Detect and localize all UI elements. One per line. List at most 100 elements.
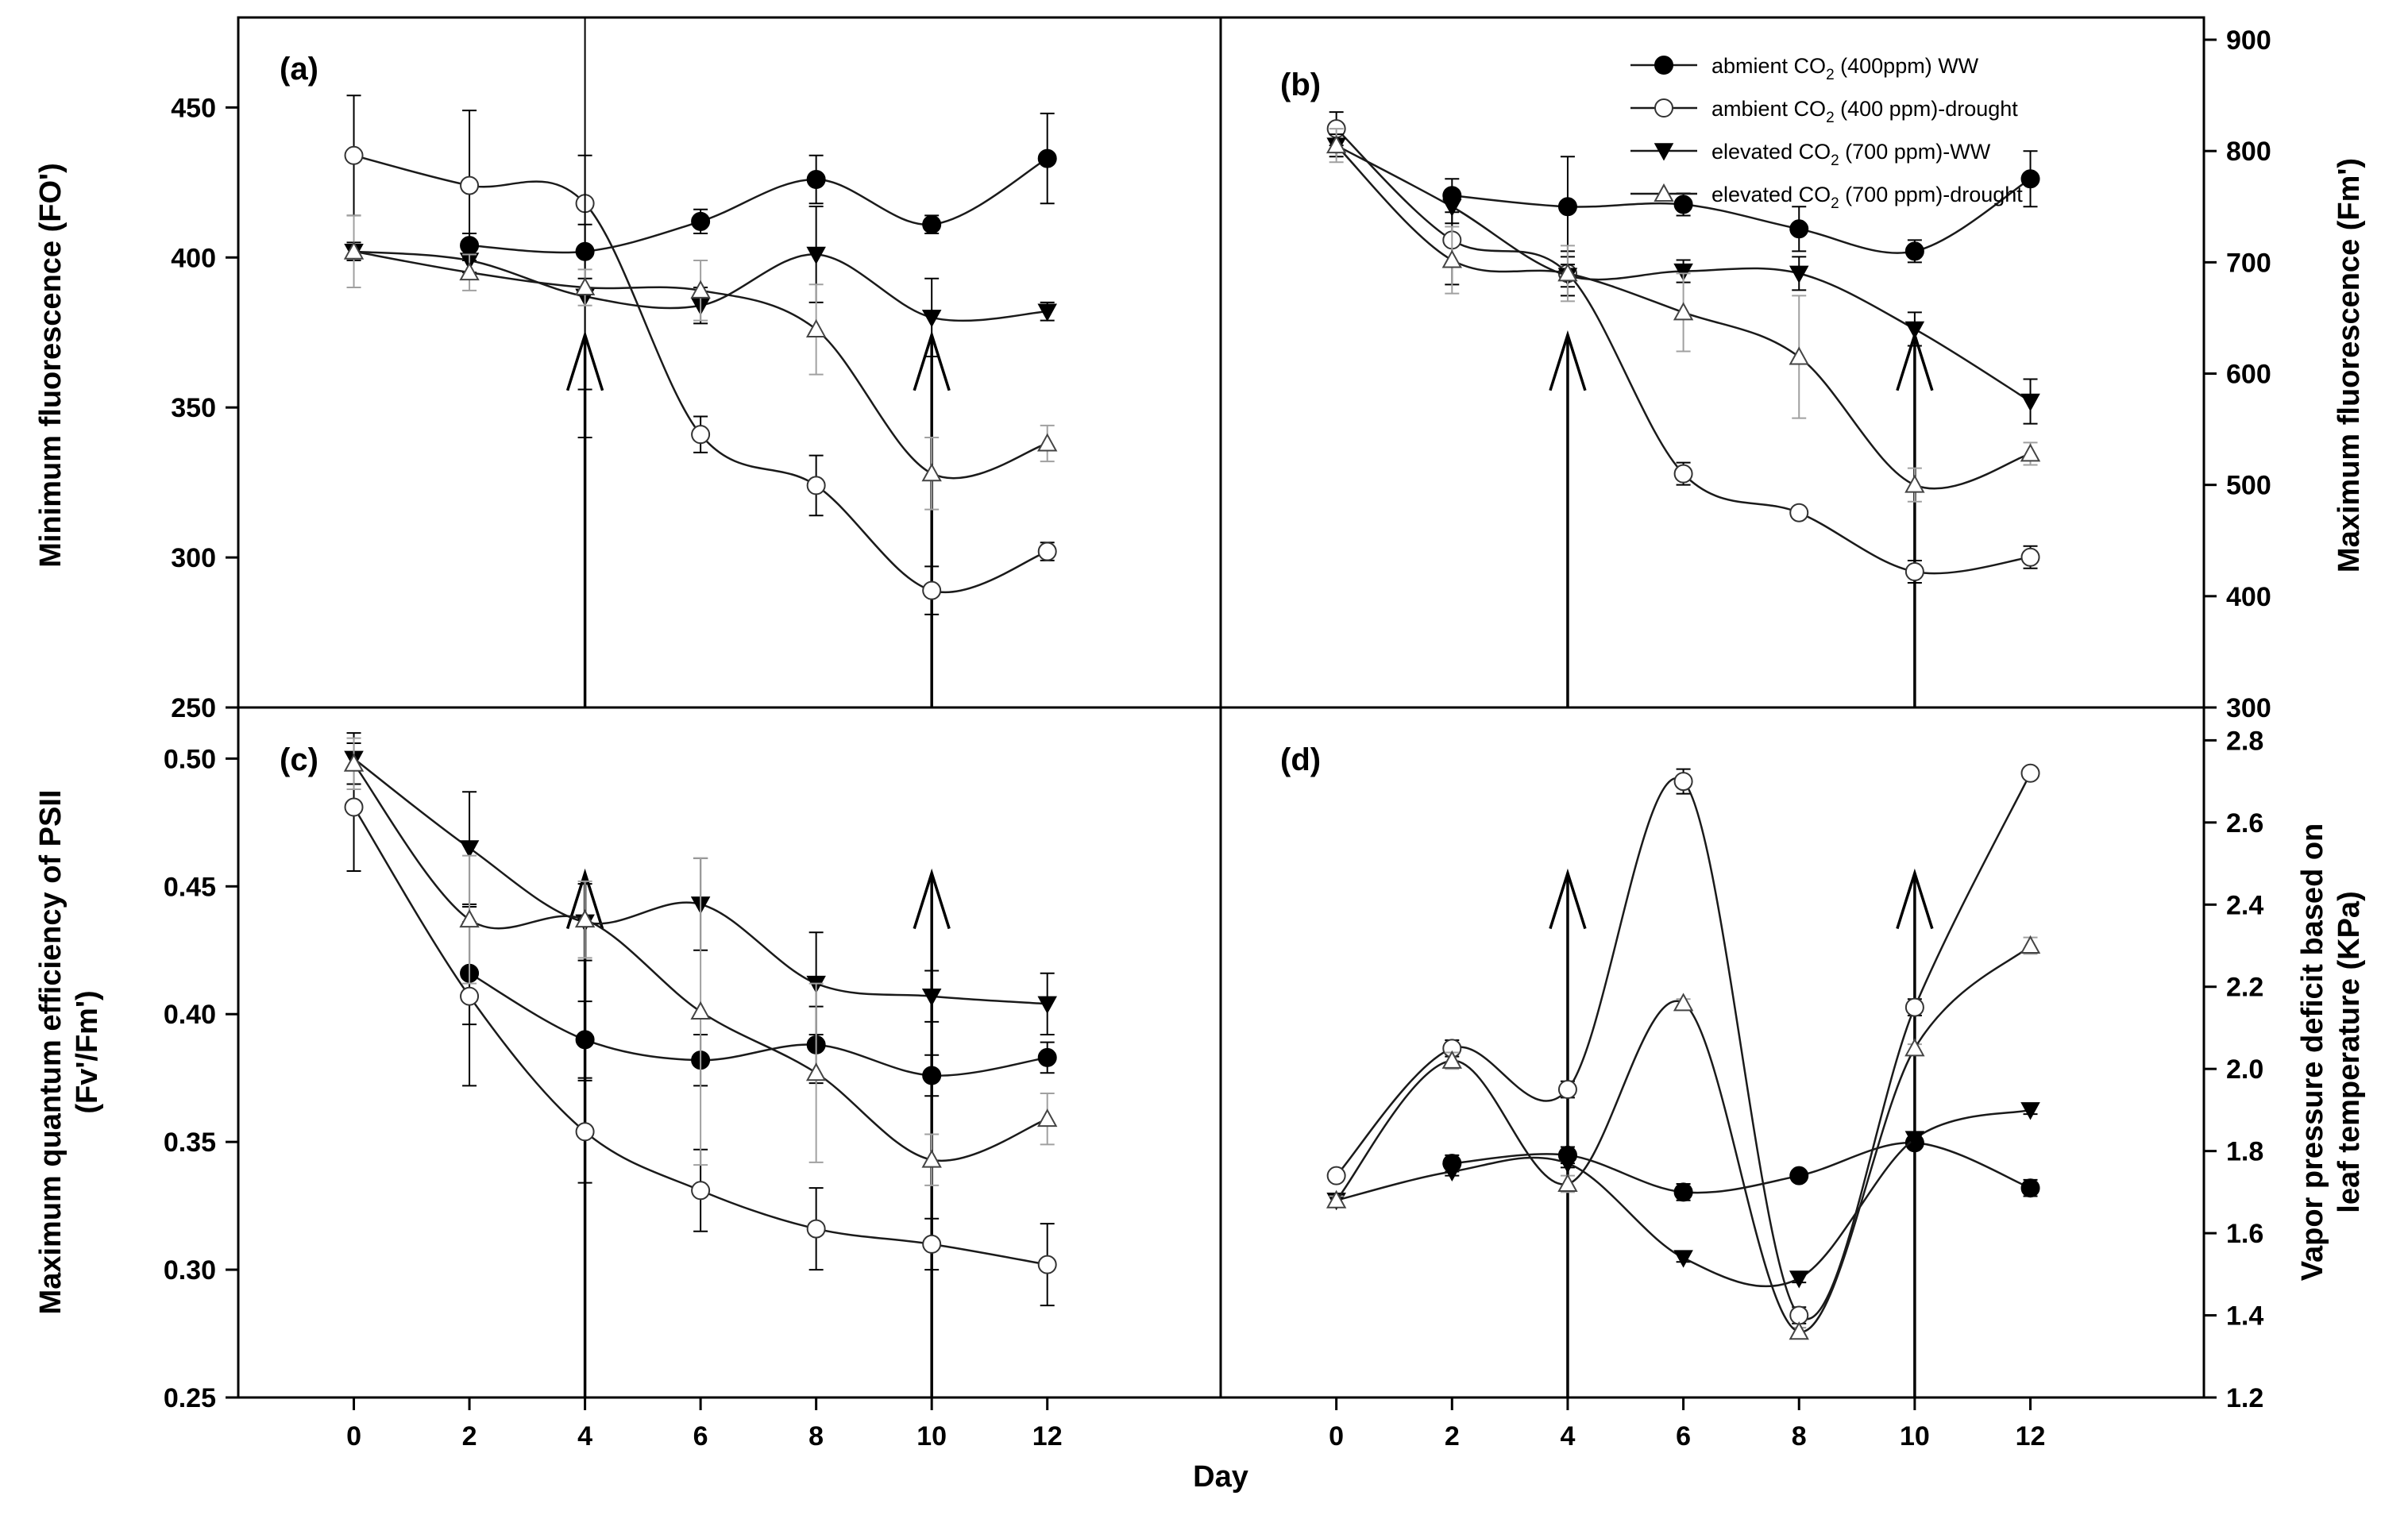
x-tick-label: 10 [1900, 1421, 1930, 1451]
panel-frames [237, 16, 2205, 1399]
data-point [1904, 997, 1924, 1017]
drought-arrow-head [565, 868, 604, 930]
data-point [1441, 1050, 1462, 1069]
y-tick-label: 2.2 [2226, 973, 2263, 1003]
drought-arrow-head [913, 868, 951, 930]
y-tick-label: 900 [2226, 25, 2271, 56]
panel-d-y-axis-title-line2: leaf temperature (KPa) [2333, 891, 2366, 1212]
panel-a-y-axis-title: Minimum fluorescence (FO') [34, 163, 68, 567]
legend-label-subscript: 2 [1831, 152, 1839, 169]
data-point [1037, 1255, 1057, 1274]
legend-marker [1654, 98, 1673, 118]
data-point [922, 1234, 942, 1254]
legend-label-text: (700 ppm)-drought [1839, 183, 2024, 206]
y-tick-label: 1.6 [2226, 1219, 2263, 1249]
legend-label: elevated CO2 (700 ppm)-WW [1711, 140, 1991, 169]
data-point [459, 840, 480, 858]
panel-c-y-axis-title-line2: (Fv'/Fm') [71, 990, 104, 1113]
data-point [921, 463, 942, 482]
data-point [344, 797, 364, 817]
data-point [1673, 195, 1693, 214]
legend-entry: elevated CO2 (700 ppm)-WW [1630, 140, 1991, 169]
data-point [806, 170, 826, 190]
data-point [1673, 302, 1694, 321]
data-point [1037, 1047, 1057, 1067]
x-tick-label: 6 [1676, 1421, 1691, 1451]
y-tick-label: 1.2 [2226, 1383, 2263, 1413]
data-point [2020, 393, 2040, 412]
data-point [1442, 1163, 1462, 1182]
y-tick-label: 1.8 [2226, 1137, 2263, 1167]
data-point [574, 909, 596, 928]
data-point [922, 214, 942, 234]
y-tick-label: 0.45 [164, 872, 216, 902]
data-point [1904, 1131, 1925, 1149]
data-point [1037, 996, 1057, 1014]
data-point [1557, 1155, 1578, 1174]
data-point [1557, 1080, 1577, 1100]
data-point [922, 580, 942, 600]
series-2 [1326, 763, 2040, 1325]
data-point [2020, 935, 2041, 954]
series-4 [343, 737, 1058, 1186]
drought-arrow [1549, 330, 1587, 707]
data-point [1904, 241, 1924, 261]
x-tick-label: 4 [1560, 1421, 1575, 1451]
data-point [691, 211, 711, 231]
data-point [1557, 263, 1578, 282]
panel-a: (a) 250 300 350 400 450 [171, 17, 1058, 723]
y-tick-label: 0.40 [164, 1000, 216, 1030]
data-point [1904, 1038, 1925, 1057]
legend-entry: elevated CO2 (700 ppm)-drought [1630, 183, 2023, 212]
data-point [1789, 1321, 1809, 1340]
data-point [1673, 1250, 1693, 1268]
data-point [690, 279, 711, 299]
series-4 [1326, 128, 2041, 503]
x-axis-title: Day [1193, 1460, 1248, 1494]
data-point [1789, 503, 1809, 522]
y-tick-label: 0.30 [164, 1255, 216, 1286]
data-point [691, 1181, 711, 1201]
data-point [459, 909, 480, 928]
series-line [469, 157, 1048, 254]
data-point [1673, 1182, 1693, 1202]
data-point [2020, 443, 2041, 462]
data-point [2020, 1178, 2040, 1198]
legend-label-subscript: 2 [1826, 67, 1835, 83]
legend-label-text: elevated CO [1711, 183, 1831, 206]
x-tick-label: 0 [346, 1421, 361, 1451]
data-point [1557, 1173, 1578, 1193]
data-point [460, 986, 480, 1006]
y-tick-label: 2.8 [2226, 726, 2263, 756]
legend-label-text: (700 ppm)-WW [1839, 140, 1991, 164]
data-point [806, 476, 826, 495]
series-line [1452, 1142, 2031, 1194]
data-point [2020, 763, 2040, 783]
legend-marker [1654, 56, 1673, 75]
series-4 [1326, 935, 2041, 1340]
y-tick-label: 2.0 [2226, 1054, 2263, 1085]
series-line [469, 972, 1048, 1077]
series-4 [343, 214, 1058, 511]
y-tick-label: 0.35 [164, 1128, 216, 1158]
data-point [1037, 148, 1057, 168]
data-point [1673, 993, 1694, 1012]
panel-d-label: (d) [1280, 742, 1321, 777]
y-tick-label: 0.50 [164, 744, 216, 774]
data-point [1789, 219, 1809, 239]
panel-c-y-axis-title: Maximum quantum efficiency of PSII [34, 790, 68, 1315]
data-point [575, 1122, 595, 1142]
data-point [690, 1000, 711, 1020]
drought-arrow [1549, 868, 1587, 1397]
panel-b-label: (b) [1280, 67, 1321, 102]
y-tick-label: 600 [2226, 360, 2271, 390]
data-point [1904, 562, 1924, 582]
data-point [1326, 1189, 1347, 1209]
data-point [1441, 249, 1462, 268]
x-tick-label: 2 [462, 1421, 477, 1451]
legend-label-text: (400ppm) WW [1835, 54, 1979, 78]
drought-arrow-head [1896, 868, 1934, 930]
data-point [1037, 303, 1057, 322]
